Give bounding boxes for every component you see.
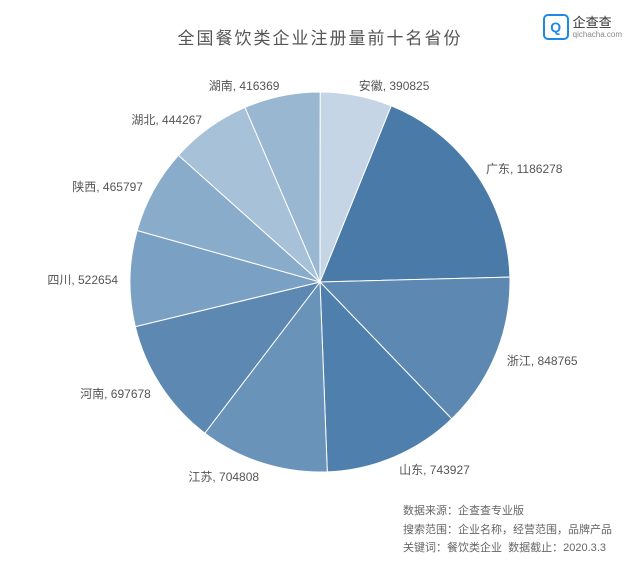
date-label: 数据截止： (508, 542, 563, 554)
slice-label: 广东, 1186278 (486, 160, 563, 177)
footer-kw: 关键词：餐饮类企业 数据截止：2020.3.3 (403, 539, 612, 558)
scope-label: 搜索范围： (403, 524, 458, 536)
slice-label: 安徽, 390825 (359, 77, 430, 94)
chart-footer: 数据来源：企查查专业版 搜索范围：企业名称，经营范围，品牌产品 关键词：餐饮类企… (403, 502, 612, 558)
slice-label: 河南, 697678 (80, 385, 151, 402)
slice-label: 湖北, 444267 (131, 111, 202, 128)
logo-text: 企查查 qichacha.com (573, 16, 622, 39)
slice-label: 四川, 522654 (47, 271, 118, 288)
scope-value: 企业名称，经营范围，品牌产品 (458, 524, 612, 536)
logo-icon: Q (543, 14, 569, 40)
footer-scope: 搜索范围：企业名称，经营范围，品牌产品 (403, 521, 612, 540)
footer-source: 数据来源：企查查专业版 (403, 502, 612, 521)
logo-url: qichacha.com (573, 31, 622, 39)
brand-logo: Q 企查查 qichacha.com (543, 14, 622, 40)
kw-label: 关键词： (403, 542, 447, 554)
pie-chart: 广东, 1186278浙江, 848765山东, 743927江苏, 70480… (70, 62, 570, 482)
date-value: 2020.3.3 (563, 542, 606, 554)
chart-container: 全国餐饮类企业注册量前十名省份 Q 企查查 qichacha.com 广东, 1… (0, 0, 640, 576)
logo-cn: 企查查 (573, 16, 622, 29)
slice-label: 江苏, 704808 (188, 468, 259, 485)
slice-label: 湖南, 416369 (209, 77, 280, 94)
slice-label: 陕西, 465797 (72, 178, 143, 195)
kw-value: 餐饮类企业 (447, 542, 502, 554)
source-value: 企查查专业版 (458, 505, 524, 517)
slice-label: 浙江, 848765 (507, 352, 578, 369)
slice-label: 山东, 743927 (399, 461, 470, 478)
source-label: 数据来源： (403, 505, 458, 517)
